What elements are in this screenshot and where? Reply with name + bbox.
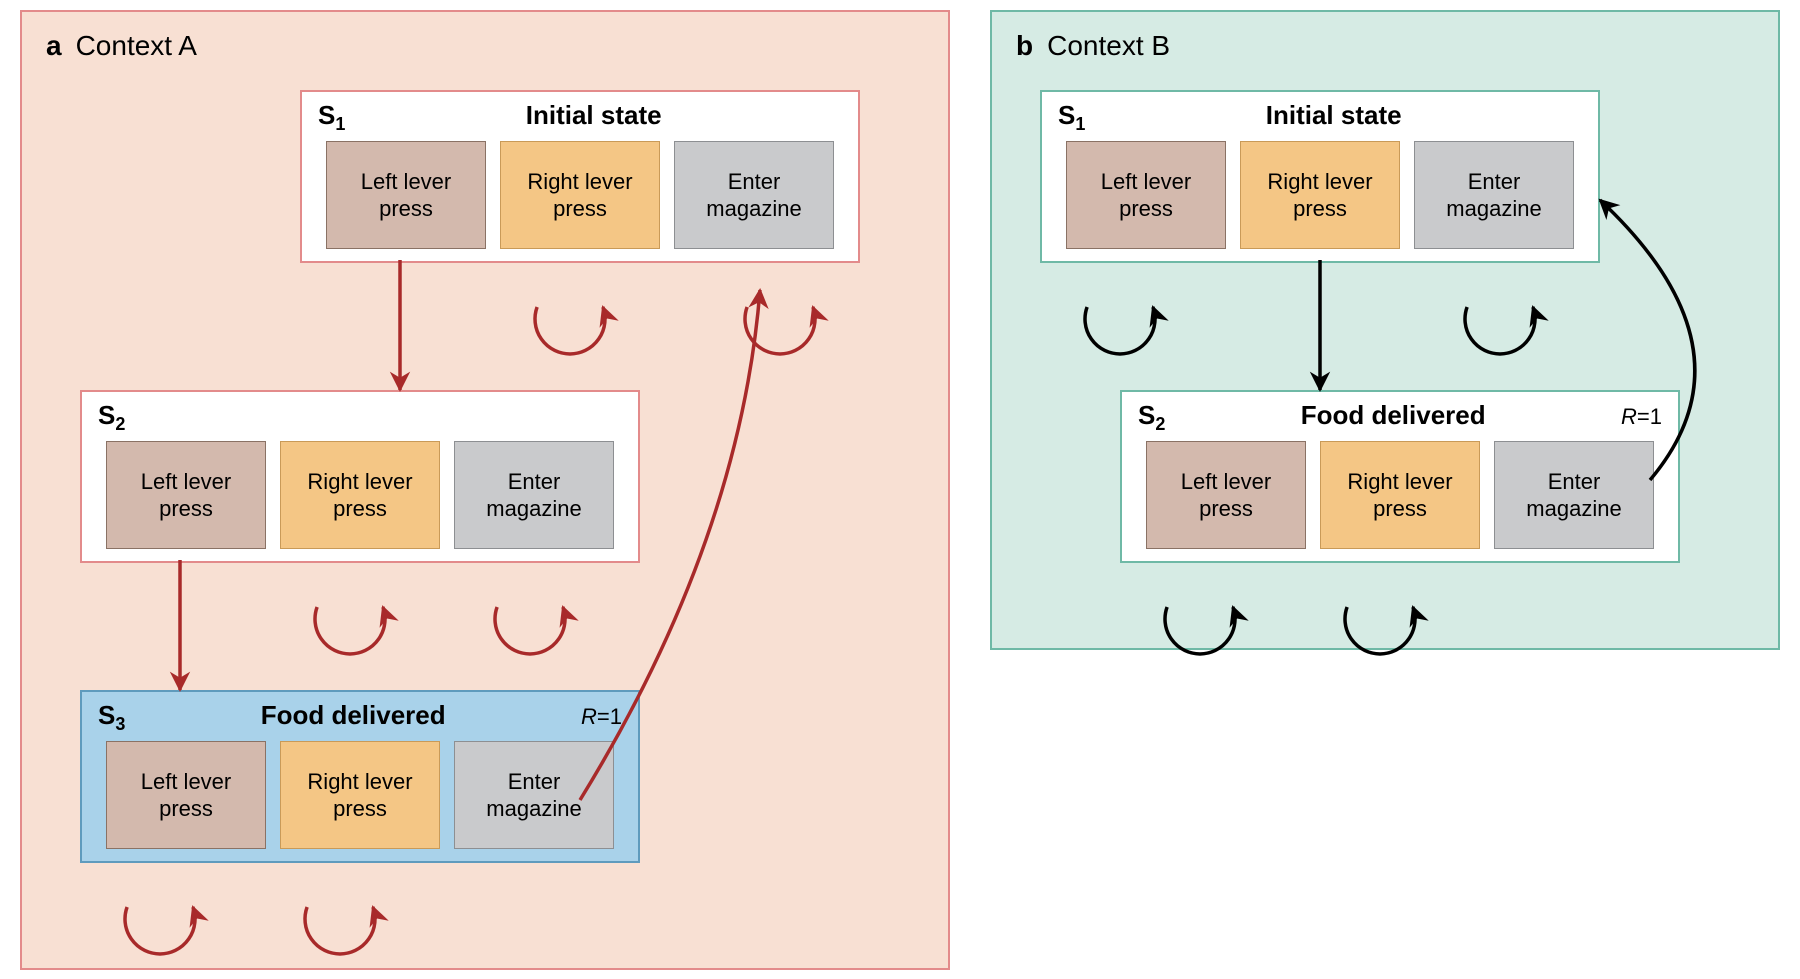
action-box: Right lever press <box>1320 441 1480 549</box>
state-reward: R=1 <box>581 704 622 730</box>
actions-row: Left lever pressRight lever pressEnter m… <box>1054 141 1586 249</box>
state-header: S2 <box>94 400 626 435</box>
state-title: Food delivered <box>125 700 581 731</box>
state-a_s3: S3Food deliveredR=1 Left lever pressRight… <box>80 690 640 863</box>
state-id: S1 <box>318 100 345 135</box>
panel-title-a: Context A <box>76 30 197 61</box>
action-box: Enter magazine <box>454 741 614 849</box>
state-header: S1Initial state <box>1054 100 1586 135</box>
action-box: Enter magazine <box>1414 141 1574 249</box>
action-box: Left lever press <box>1146 441 1306 549</box>
state-a_s1: S1Initial state Left lever pressRight lev… <box>300 90 860 263</box>
state-b_s1: S1Initial state Left lever pressRight lev… <box>1040 90 1600 263</box>
actions-row: Left lever pressRight lever pressEnter m… <box>94 441 626 549</box>
state-reward: R=1 <box>1621 404 1662 430</box>
state-header: S2Food deliveredR=1 <box>1134 400 1666 435</box>
action-box: Right lever press <box>1240 141 1400 249</box>
actions-row: Left lever pressRight lever pressEnter m… <box>314 141 846 249</box>
state-title: Food delivered <box>1165 400 1621 431</box>
action-box: Left lever press <box>106 741 266 849</box>
action-box: Left lever press <box>106 441 266 549</box>
state-title: Initial state <box>345 100 842 131</box>
actions-row: Left lever pressRight lever pressEnter m… <box>1134 441 1666 549</box>
action-box: Left lever press <box>1066 141 1226 249</box>
panel-title-b: Context B <box>1047 30 1170 61</box>
actions-row: Left lever pressRight lever pressEnter m… <box>94 741 626 849</box>
state-header: S1Initial state <box>314 100 846 135</box>
state-title: Initial state <box>1085 100 1582 131</box>
state-id: S1 <box>1058 100 1085 135</box>
action-box: Left lever press <box>326 141 486 249</box>
diagram-canvas: aContext A bContext B S1Initial stateLef… <box>0 0 1800 979</box>
action-box: Enter magazine <box>454 441 614 549</box>
panel-letter-b: b <box>1016 30 1033 61</box>
action-box: Right lever press <box>500 141 660 249</box>
state-id: S2 <box>1138 400 1165 435</box>
panel-label-b: b Context B <box>1016 30 1170 62</box>
action-box: Right lever press <box>280 741 440 849</box>
action-box: Right lever press <box>280 441 440 549</box>
panel-letter-a: a <box>46 30 62 61</box>
state-id: S2 <box>98 400 125 435</box>
state-header: S3Food deliveredR=1 <box>94 700 626 735</box>
state-a_s2: S2 Left lever pressRight lever pressEnter… <box>80 390 640 563</box>
panel-label-a: a Context A <box>46 30 197 62</box>
action-box: Enter magazine <box>674 141 834 249</box>
action-box: Enter magazine <box>1494 441 1654 549</box>
state-id: S3 <box>98 700 125 735</box>
state-b_s2: S2Food deliveredR=1 Left lever pressRight… <box>1120 390 1680 563</box>
